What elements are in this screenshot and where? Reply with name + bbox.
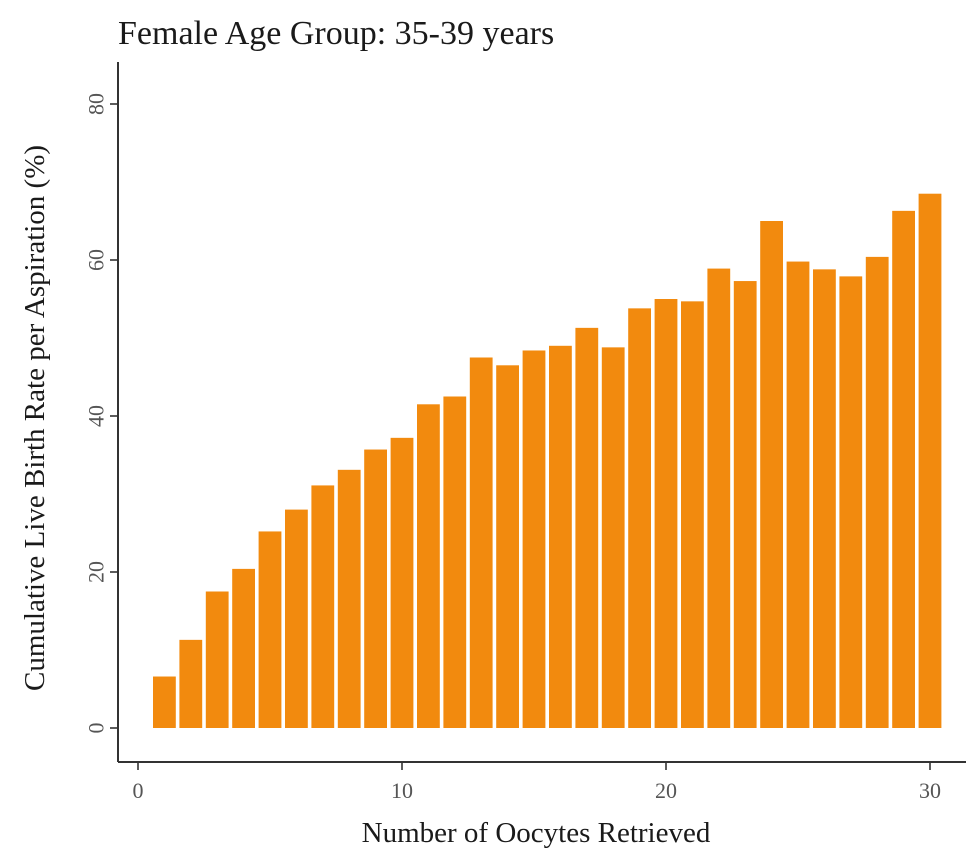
bar-25 bbox=[786, 261, 810, 728]
bar-23 bbox=[733, 281, 757, 728]
bar-1 bbox=[153, 676, 176, 728]
bar-3 bbox=[205, 591, 229, 728]
bar-10 bbox=[390, 437, 414, 728]
bar-24 bbox=[760, 221, 783, 728]
x-tick-label-10: 10 bbox=[391, 778, 413, 803]
bar-4 bbox=[232, 568, 255, 728]
bar-11 bbox=[417, 404, 440, 728]
bar-26 bbox=[813, 269, 836, 728]
y-axis-title: Cumulative Live Birth Rate per Aspiratio… bbox=[19, 145, 51, 691]
bar-8 bbox=[337, 469, 361, 728]
bar-6 bbox=[285, 509, 308, 728]
x-tick-label-0: 0 bbox=[133, 778, 144, 803]
bar-27 bbox=[839, 276, 863, 728]
bar-18 bbox=[601, 347, 625, 728]
y-tick-label-40: 40 bbox=[84, 405, 109, 427]
bar-2 bbox=[179, 639, 203, 728]
bar-19 bbox=[628, 308, 651, 728]
bar-9 bbox=[364, 449, 387, 728]
bar-17 bbox=[575, 327, 599, 728]
y-tick-label-80: 80 bbox=[84, 93, 109, 115]
y-tick-label-20: 20 bbox=[84, 561, 109, 583]
bar-5 bbox=[258, 531, 282, 728]
bar-7 bbox=[311, 485, 335, 728]
bar-22 bbox=[707, 268, 731, 728]
y-tick-label-60: 60 bbox=[84, 249, 109, 271]
bar-21 bbox=[681, 301, 704, 728]
bar-29 bbox=[892, 210, 915, 729]
bar-28 bbox=[865, 256, 889, 728]
bars-group bbox=[153, 193, 942, 729]
bar-13 bbox=[469, 357, 493, 728]
y-tick-label-0: 0 bbox=[84, 723, 109, 734]
bar-14 bbox=[496, 365, 519, 728]
x-axis-title: Number of Oocytes Retrieved bbox=[362, 817, 711, 849]
bar-15 bbox=[522, 350, 546, 728]
bar-30 bbox=[918, 193, 942, 728]
bar-20 bbox=[654, 299, 678, 728]
x-tick-label-20: 20 bbox=[655, 778, 677, 803]
bar-12 bbox=[443, 396, 467, 728]
y-axis-ticks: 0 20 40 60 80 bbox=[84, 93, 118, 734]
chart-title: Female Age Group: 35-39 years bbox=[118, 15, 554, 52]
bar-16 bbox=[549, 345, 572, 728]
x-tick-label-30: 30 bbox=[919, 778, 941, 803]
x-axis-ticks: 0 10 20 30 bbox=[133, 762, 941, 803]
